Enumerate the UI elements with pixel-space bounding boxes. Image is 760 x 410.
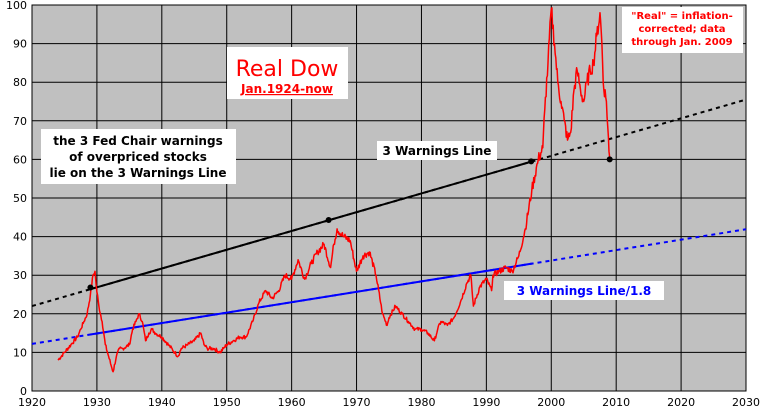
- note-line-1: "Real" = inflation-: [631, 11, 732, 22]
- y-tick-label: 10: [13, 346, 27, 359]
- x-tick-label: 1980: [407, 396, 435, 409]
- warnings-line-div-label-box: [504, 281, 664, 300]
- x-tick-label: 2010: [602, 396, 630, 409]
- y-tick-label: 0: [20, 385, 27, 398]
- x-tick-label: 2030: [732, 396, 760, 409]
- x-tick-label: 1990: [472, 396, 500, 409]
- plot-frame: [31, 4, 747, 392]
- x-tick-label: 1920: [18, 396, 46, 409]
- fed-warnings-line-2: of overpriced stocks: [69, 150, 207, 164]
- x-tick-label: 1940: [148, 396, 176, 409]
- chart-subtitle: Jan.1924-now: [240, 82, 333, 96]
- y-tick-label: 40: [13, 231, 27, 244]
- x-tick-label: 1960: [278, 396, 306, 409]
- warning-marker: [87, 284, 94, 291]
- real-dow-line: [57, 7, 611, 373]
- warnings-line-div-label: 3 Warnings Line/1.8: [517, 284, 652, 298]
- fed-warnings-line-3: lie on the 3 Warnings Line: [49, 166, 226, 180]
- x-tick-label: 1950: [213, 396, 241, 409]
- warnings-line-label: 3 Warnings Line: [383, 144, 492, 158]
- warnings-line-label-box: [377, 141, 497, 160]
- y-tick-label: 80: [13, 76, 27, 89]
- y-tick-label: 90: [13, 38, 27, 51]
- fed-warnings-line-1: the 3 Fed Chair warnings: [53, 134, 222, 148]
- chart-title: Real Dow: [236, 57, 339, 82]
- warning-markers: [87, 156, 613, 291]
- x-tick-labels: 1920 1930 1940 1950 1960 1970 1980 1990 2000 2010…: [18, 396, 760, 409]
- y-tick-label: 50: [13, 192, 27, 205]
- 3-warnings-line-div-1.8-solid: [90, 262, 532, 336]
- y-tick-label: 30: [13, 269, 27, 282]
- y-tick-label: 20: [13, 308, 27, 321]
- note-line-3: through Jan. 2009: [631, 37, 732, 48]
- title-box: [227, 47, 348, 99]
- y-tick-label: 70: [13, 115, 27, 128]
- warning-marker: [606, 156, 613, 163]
- x-tick-label: 1970: [343, 396, 371, 409]
- y-tick-label: 100: [6, 0, 27, 12]
- 3-warnings-line-solid: [90, 160, 533, 291]
- note-line-2: corrected; data: [638, 24, 725, 35]
- y-tick-labels: 0 10 20 30 40 50 60 70 80 90 100: [6, 0, 27, 398]
- fed-warnings-box: [41, 129, 236, 184]
- y-tick-label: 60: [13, 153, 27, 166]
- x-tick-label: 2000: [537, 396, 565, 409]
- x-tick-label: 1930: [83, 396, 111, 409]
- x-tick-label: 2020: [667, 396, 695, 409]
- warning-marker: [528, 158, 535, 165]
- note-box: [622, 7, 743, 53]
- series-lines: [31, 7, 747, 373]
- warning-marker: [325, 217, 332, 224]
